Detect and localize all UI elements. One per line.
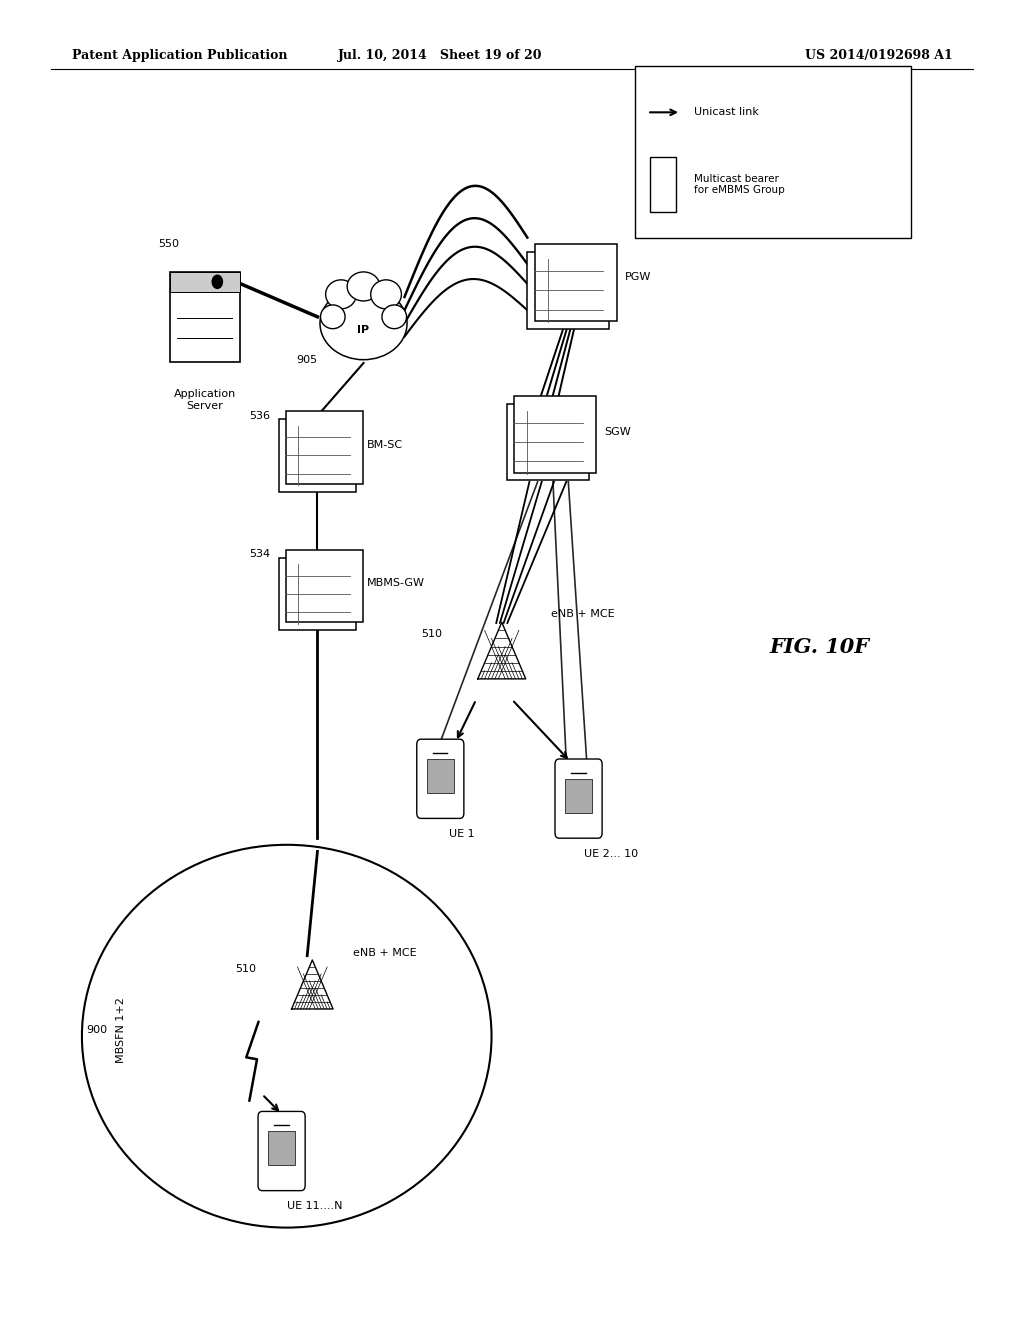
Ellipse shape xyxy=(347,272,380,301)
Text: Application
Server: Application Server xyxy=(174,389,236,411)
FancyBboxPatch shape xyxy=(565,779,592,813)
FancyBboxPatch shape xyxy=(417,739,464,818)
FancyBboxPatch shape xyxy=(258,1111,305,1191)
Ellipse shape xyxy=(319,286,407,359)
Text: 900: 900 xyxy=(86,1024,108,1035)
FancyBboxPatch shape xyxy=(635,66,911,238)
Circle shape xyxy=(212,275,222,288)
Text: MBMS-GW: MBMS-GW xyxy=(367,578,425,589)
Text: Multicast bearer
for eMBMS Group: Multicast bearer for eMBMS Group xyxy=(694,174,785,195)
FancyBboxPatch shape xyxy=(555,759,602,838)
FancyBboxPatch shape xyxy=(170,272,240,292)
Text: SGW: SGW xyxy=(604,426,631,437)
Text: UE 1: UE 1 xyxy=(449,829,474,840)
Text: 510: 510 xyxy=(421,628,442,639)
Text: PGW: PGW xyxy=(625,272,651,282)
Text: MBSFN 1+2: MBSFN 1+2 xyxy=(116,997,126,1063)
FancyBboxPatch shape xyxy=(650,157,676,213)
Polygon shape xyxy=(292,960,333,1008)
Ellipse shape xyxy=(326,280,356,309)
Text: eNB + MCE: eNB + MCE xyxy=(551,609,614,619)
Text: US 2014/0192698 A1: US 2014/0192698 A1 xyxy=(805,49,952,62)
Text: UE 11....N: UE 11....N xyxy=(287,1201,342,1212)
FancyBboxPatch shape xyxy=(287,549,364,622)
Text: 534: 534 xyxy=(249,549,270,560)
FancyBboxPatch shape xyxy=(507,404,589,480)
Ellipse shape xyxy=(321,305,345,329)
Text: 550: 550 xyxy=(158,239,179,249)
FancyBboxPatch shape xyxy=(287,411,364,483)
Ellipse shape xyxy=(382,305,407,329)
FancyBboxPatch shape xyxy=(535,244,616,321)
Text: Jul. 10, 2014   Sheet 19 of 20: Jul. 10, 2014 Sheet 19 of 20 xyxy=(338,49,543,62)
Ellipse shape xyxy=(82,845,492,1228)
FancyBboxPatch shape xyxy=(279,557,356,630)
Text: UE 2... 10: UE 2... 10 xyxy=(584,849,638,859)
FancyBboxPatch shape xyxy=(427,759,454,793)
Text: Patent Application Publication: Patent Application Publication xyxy=(72,49,287,62)
Text: FIG. 10F: FIG. 10F xyxy=(769,636,869,657)
Text: eNB + MCE: eNB + MCE xyxy=(353,948,417,958)
Text: BM-SC: BM-SC xyxy=(367,440,402,450)
FancyBboxPatch shape xyxy=(170,272,240,362)
FancyBboxPatch shape xyxy=(514,396,596,473)
FancyBboxPatch shape xyxy=(279,418,356,491)
Text: Unicast link: Unicast link xyxy=(694,107,759,117)
Text: 905: 905 xyxy=(296,355,317,366)
FancyBboxPatch shape xyxy=(527,252,609,329)
Text: 536: 536 xyxy=(249,411,270,421)
Text: 510: 510 xyxy=(234,964,256,974)
Text: IP: IP xyxy=(357,325,370,335)
Polygon shape xyxy=(478,622,525,678)
Ellipse shape xyxy=(371,280,401,309)
FancyBboxPatch shape xyxy=(268,1131,295,1166)
